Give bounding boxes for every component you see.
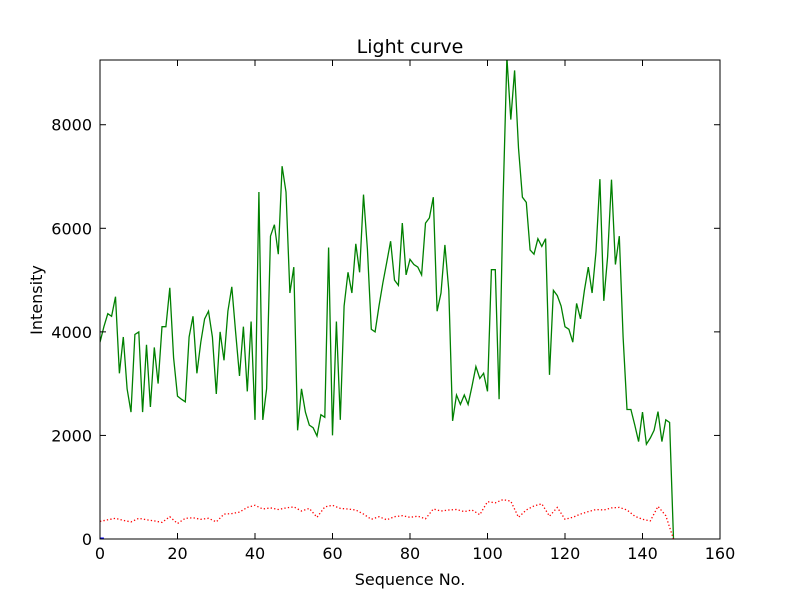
plot-area — [100, 60, 675, 539]
x-tick-label: 160 — [705, 544, 736, 563]
x-tick-label: 20 — [167, 544, 187, 563]
y-tick-label: 2000 — [51, 426, 92, 445]
axis-ticks: 0 20 40 60 80 100 120 140 160 0 2000 4000 6000 8000 — [51, 60, 735, 563]
y-tick-label: 4000 — [51, 323, 92, 342]
x-tick-label: 80 — [400, 544, 420, 563]
y-tick-label: 6000 — [51, 219, 92, 238]
x-tick-label: 120 — [550, 544, 581, 563]
x-tick-label: 140 — [627, 544, 658, 563]
chart-title: Light curve — [357, 36, 464, 58]
y-tick-label: 8000 — [51, 116, 92, 135]
series-line-1 — [100, 498, 675, 539]
y-tick-label: 0 — [82, 530, 92, 549]
x-tick-label: 40 — [245, 544, 265, 563]
y-axis-label: Intensity — [27, 265, 46, 335]
x-tick-label: 0 — [95, 544, 105, 563]
series-line-0 — [100, 60, 675, 539]
x-tick-label: 60 — [322, 544, 342, 563]
x-axis-label: Sequence No. — [355, 570, 466, 589]
x-tick-label: 100 — [472, 544, 503, 563]
